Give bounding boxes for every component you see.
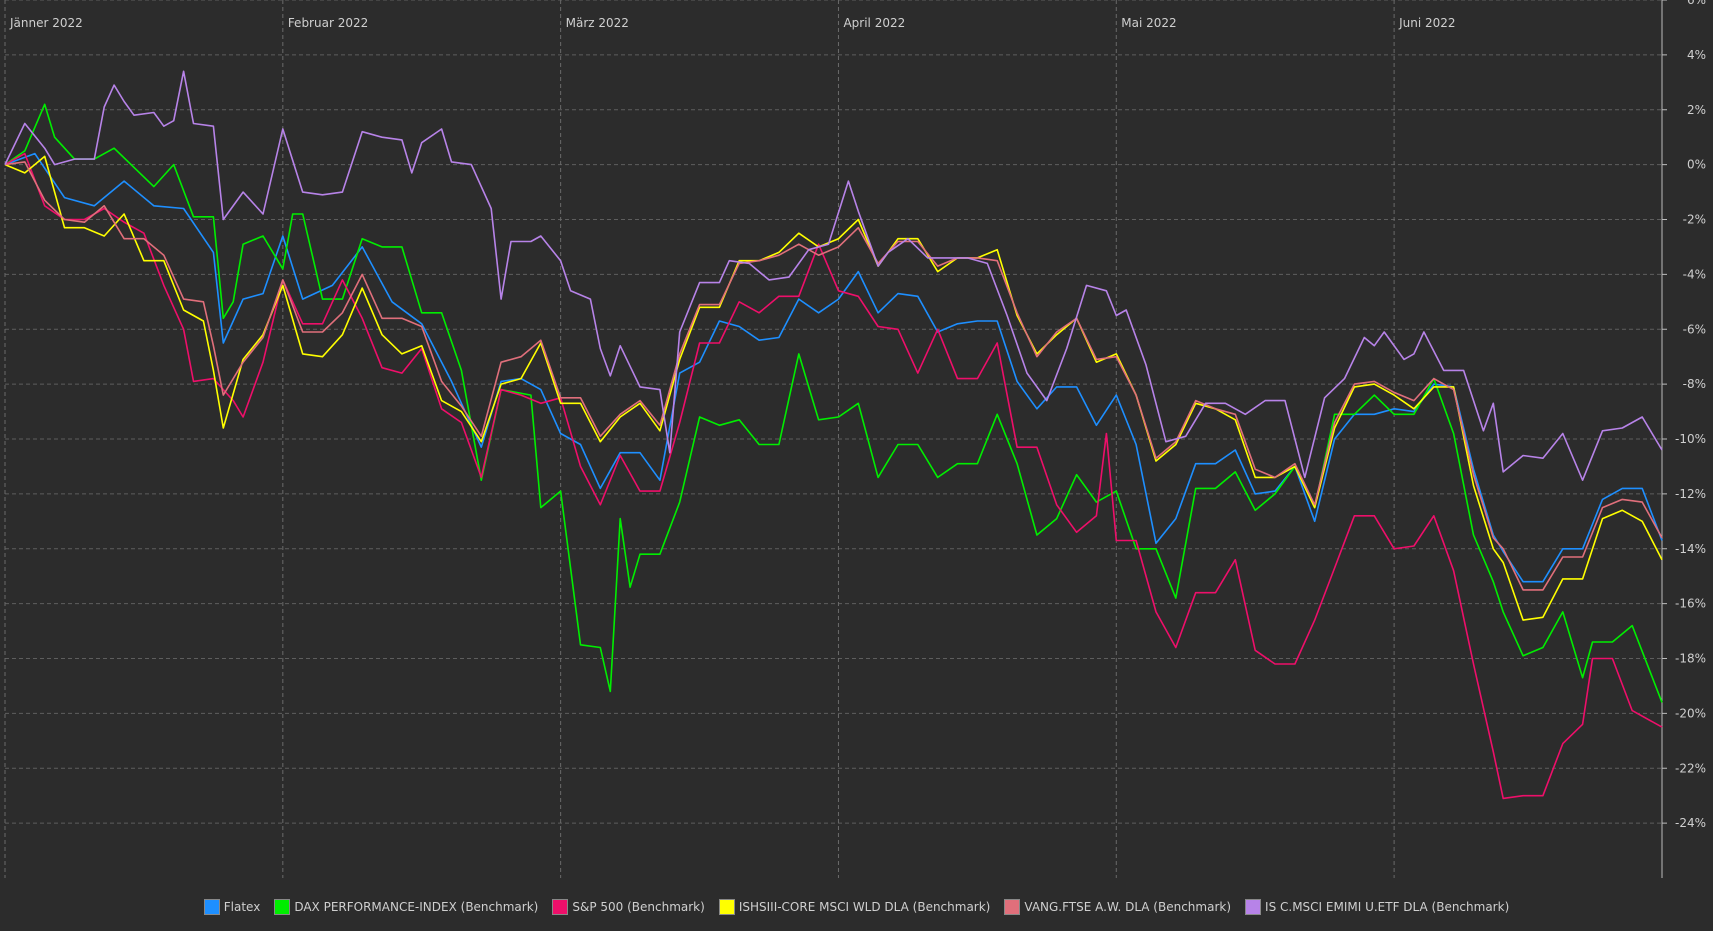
series-line-5: [4, 161, 1663, 591]
y-tick-label: -18%: [1675, 652, 1706, 666]
legend-label: Flatex: [223, 900, 261, 914]
legend-swatch: [552, 899, 569, 915]
y-tick-label: 4%: [1687, 48, 1706, 62]
legend-label: S&P 500 (Benchmark): [572, 900, 705, 914]
x-axis-ticks: Jänner 2022 Februar 2022 März 2022 April 20…: [9, 16, 1456, 30]
x-tick-label: Mai 2022: [1121, 16, 1176, 30]
legend-item[interactable]: ISHSIII-CORE MSCI WLD DLA (Benchmark): [718, 899, 991, 915]
legend-item[interactable]: Flatex: [203, 899, 261, 915]
legend-item[interactable]: S&P 500 (Benchmark): [552, 899, 705, 915]
legend-label: ISHSIII-CORE MSCI WLD DLA (Benchmark): [738, 900, 991, 914]
legend-swatch: [1245, 899, 1262, 915]
y-tick-label: -20%: [1675, 706, 1706, 720]
chart-legend: Flatex DAX PERFORMANCE-INDEX (Benchmark) S…: [0, 896, 1713, 918]
y-tick-label: -8%: [1683, 377, 1706, 391]
series-line-2: [4, 103, 1663, 703]
x-tick-label: Februar 2022: [288, 16, 368, 30]
y-tick-label: -2%: [1683, 213, 1706, 227]
y-tick-label: -24%: [1675, 816, 1706, 830]
vertical-grid: [4, 0, 1395, 878]
x-tick-label: Juni 2022: [1398, 16, 1455, 30]
series-line-6: [4, 70, 1663, 482]
legend-item[interactable]: DAX PERFORMANCE-INDEX (Benchmark): [274, 899, 538, 915]
horizontal-grid: [5, 0, 1662, 824]
x-tick-label: April 2022: [843, 16, 905, 30]
y-tick-label: 6%: [1687, 0, 1706, 7]
y-tick-label: 0%: [1687, 158, 1706, 172]
x-tick-label: Jänner 2022: [9, 16, 83, 30]
legend-item[interactable]: VANG.FTSE A.W. DLA (Benchmark): [1004, 899, 1231, 915]
legend-label: IS C.MSCI EMIMI U.ETF DLA (Benchmark): [1265, 900, 1510, 914]
x-tick-label: März 2022: [566, 16, 629, 30]
legend-swatch: [274, 899, 291, 915]
y-tick-label: -6%: [1683, 322, 1706, 336]
y-tick-label: 2%: [1687, 103, 1706, 117]
legend-item[interactable]: IS C.MSCI EMIMI U.ETF DLA (Benchmark): [1245, 899, 1509, 915]
y-tick-label: -12%: [1675, 487, 1706, 501]
legend-swatch: [203, 899, 220, 915]
y-tick-label: -14%: [1675, 542, 1706, 556]
y-tick-label: -22%: [1675, 761, 1706, 775]
series-line-3: [4, 152, 1663, 800]
y-tick-label: -10%: [1675, 432, 1706, 446]
y-tick-label: -4%: [1683, 267, 1706, 281]
legend-swatch: [718, 899, 735, 915]
legend-label: DAX PERFORMANCE-INDEX (Benchmark): [294, 900, 539, 914]
legend-swatch: [1004, 899, 1021, 915]
y-tick-label: -16%: [1675, 597, 1706, 611]
legend-label: VANG.FTSE A.W. DLA (Benchmark): [1024, 900, 1232, 914]
series-lines: [4, 70, 1663, 800]
series-line-1: [4, 152, 1663, 583]
y-axis-ticks: 6% 4% 2% 0% -2% -4% -6% -8% -10% -12% -14% -16% -18%…: [1662, 0, 1706, 830]
